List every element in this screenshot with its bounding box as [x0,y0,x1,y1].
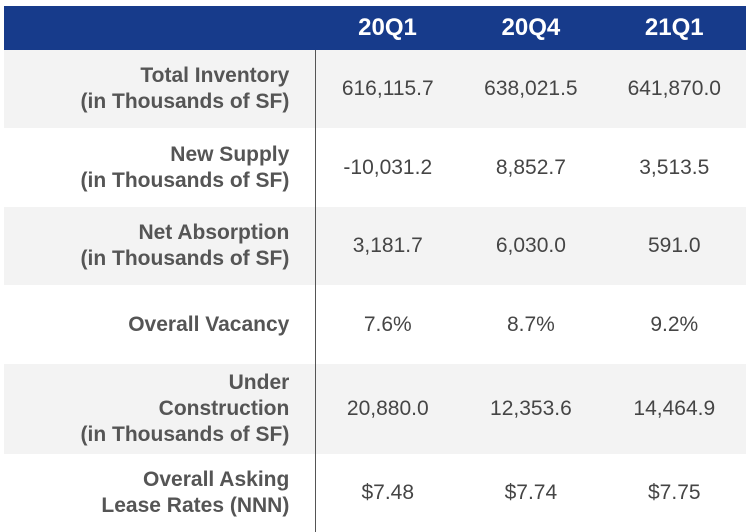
row-label-line: Construction [158,397,290,420]
cell-total-inventory-20q4: 638,021.5 [459,50,603,128]
cell-asking-lease-rates-20q1: $7.48 [315,454,460,532]
cell-overall-vacancy-20q1: 7.6% [315,285,460,364]
row-label-line: (in Thousands of SF) [80,90,290,113]
cell-under-construction-20q1: 20,880.0 [315,364,460,454]
header-label-cell [4,6,316,50]
cell-new-supply-20q4: 8,852.7 [459,128,603,207]
table-row-overall-vacancy: Overall Vacancy 7.6% 8.7% 9.2% [4,285,746,364]
table-row-under-construction: Under Construction (in Thousands of SF) … [4,364,746,454]
cell-asking-lease-rates-20q4: $7.74 [459,454,603,532]
cell-new-supply-21q1: 3,513.5 [602,128,746,207]
cell-net-absorption-21q1: 591.0 [602,207,746,285]
row-label-asking-lease-rates: Overall Asking Lease Rates (NNN) [4,454,317,532]
cell-under-construction-21q1: 14,464.9 [602,364,746,454]
header-21q1: 21Q1 [602,6,746,50]
row-label-line: Total Inventory [140,64,290,87]
row-label-total-inventory: Total Inventory (in Thousands of SF) [4,50,317,128]
row-label-line: (in Thousands of SF) [80,168,290,192]
market-stats-table: 20Q1 20Q4 21Q1 Total Inventory (in Thous… [4,6,746,532]
cell-net-absorption-20q1: 3,181.7 [315,207,460,285]
table-row-net-absorption: Net Absorption (in Thousands of SF) 3,18… [4,207,746,285]
row-label-line: (in Thousands of SF) [80,423,290,446]
cell-total-inventory-21q1: 641,870.0 [602,50,746,128]
header-20q4: 20Q4 [459,6,603,50]
table-row-total-inventory: Total Inventory (in Thousands of SF) 616… [4,50,746,128]
cell-under-construction-20q4: 12,353.6 [459,364,603,454]
row-label-net-absorption: Net Absorption (in Thousands of SF) [4,207,317,285]
table-row-asking-lease-rates: Overall Asking Lease Rates (NNN) $7.48 $… [4,454,746,532]
row-label-under-construction: Under Construction (in Thousands of SF) [4,364,317,454]
row-label-line: (in Thousands of SF) [80,247,290,270]
cell-total-inventory-20q1: 616,115.7 [315,50,460,128]
row-label-line: Overall Vacancy [128,312,290,336]
row-label-line: Overall Asking [143,468,290,491]
header-row: 20Q1 20Q4 21Q1 [4,6,746,50]
row-label-line: New Supply [170,142,290,166]
row-label-overall-vacancy: Overall Vacancy [4,285,317,364]
row-label-line: Under [228,371,290,394]
cell-new-supply-20q1: -10,031.2 [315,128,460,207]
row-label-line: Net Absorption [138,221,290,244]
header-20q1: 20Q1 [315,6,460,50]
row-label-new-supply: New Supply (in Thousands of SF) [4,128,317,207]
row-label-line: Lease Rates (NNN) [101,494,290,517]
table-row-new-supply: New Supply (in Thousands of SF) -10,031.… [4,128,746,207]
cell-net-absorption-20q4: 6,030.0 [459,207,603,285]
cell-asking-lease-rates-21q1: $7.75 [602,454,746,532]
cell-overall-vacancy-20q4: 8.7% [459,285,603,364]
cell-overall-vacancy-21q1: 9.2% [602,285,746,364]
